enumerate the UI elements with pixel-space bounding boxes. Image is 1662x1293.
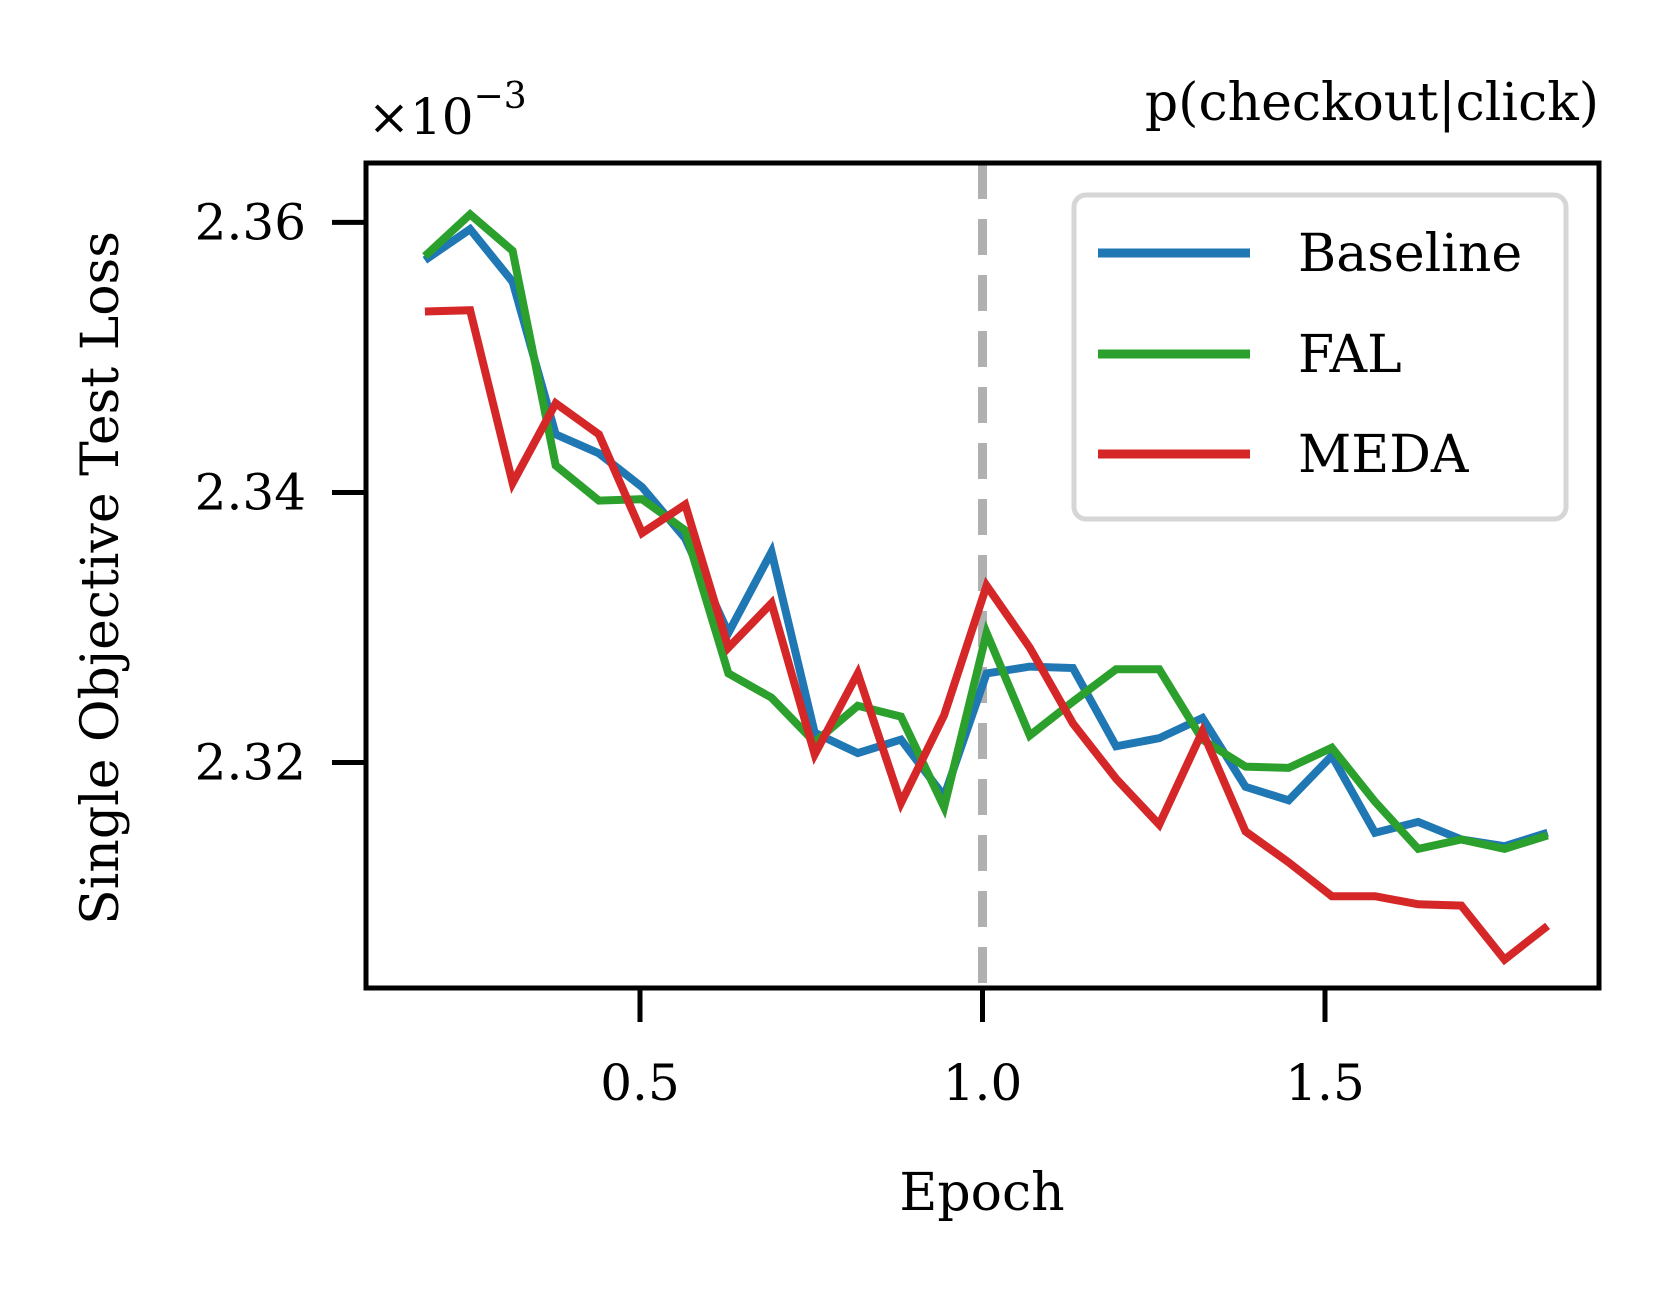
data-point-meda [1029,647,1030,648]
data-point-fal [685,530,686,531]
data-point-fal [470,214,471,215]
data-point-fal [555,465,556,466]
data-point-fal [642,499,643,500]
data-point-baseline [1029,666,1030,667]
data-point-meda [1116,778,1117,779]
data-point-fal [986,632,987,633]
data-point-baseline [642,487,643,488]
data-point-baseline [857,753,858,754]
data-point-baseline [1288,800,1289,801]
data-point-fal [944,807,945,808]
data-point-meda [771,603,772,604]
data-point-fal [857,705,858,706]
series-line-fal [422,208,1549,854]
data-point-fal [598,500,599,501]
data-point-fal [1547,835,1548,836]
data-point-fal [771,697,772,698]
data-point-baseline [598,453,599,454]
data-point-baseline [1245,786,1246,787]
data-point-baseline [986,673,987,674]
data-point-meda [1288,862,1289,863]
data-point-fal [1375,801,1376,802]
data-point-baseline [1331,755,1332,756]
legend-label-meda: MEDA [1298,425,1470,485]
data-point-baseline [555,434,556,435]
data-point-meda [1072,723,1073,724]
data-point-fal [1461,839,1462,840]
data-point-meda [685,504,686,505]
data-point-meda [1461,905,1462,906]
legend-box [1071,192,1569,522]
data-point-meda [470,310,471,311]
x-tick-label: 1.5 [1285,1054,1365,1112]
data-point-meda [1202,731,1203,732]
x-tick-label: 1.0 [943,1054,1023,1112]
data-point-fal [1159,669,1160,670]
data-point-fal [1288,767,1289,768]
data-point-meda [1159,824,1160,825]
data-point-baseline [470,229,471,230]
data-point-fal [1029,735,1030,736]
data-point-fal [1072,701,1073,702]
data-point-baseline [1418,821,1419,822]
data-point-fal [901,716,902,717]
data-point-meda [814,754,815,755]
y-tick-label: 2.34 [195,463,306,521]
data-point-meda [598,434,599,435]
data-point-baseline [512,281,513,282]
data-point-meda [1331,896,1332,897]
data-point-baseline [901,739,902,740]
data-point-fal [1418,848,1419,849]
data-point-meda [728,647,729,648]
data-point-baseline [1072,668,1073,669]
y-tick-label: 2.32 [195,734,306,792]
axis-scale-factor: ×10−3 [368,76,527,146]
y-tick-label: 2.36 [195,193,306,251]
axis-scale-exponent: −3 [474,76,527,117]
data-point-meda [1547,925,1548,926]
data-point-baseline [1116,746,1117,747]
data-point-baseline [1375,832,1376,833]
chart-text: p(checkout|click) ×10−3 Epoch Single Obj… [71,73,1599,1223]
series-line-meda [424,306,1551,966]
legend-label-baseline: Baseline [1298,224,1522,284]
data-point-meda [642,533,643,534]
legend-label-fal: FAL [1298,325,1402,385]
data-point-fal [1245,766,1246,767]
y-axis-label: Single Objective Test Loss [71,231,131,925]
data-point-fal [424,256,425,257]
data-point-fal [728,673,729,674]
data-point-meda [512,483,513,484]
data-point-meda [857,673,858,674]
data-point-fal [1504,848,1505,849]
data-point-meda [1245,831,1246,832]
chart-title: p(checkout|click) [1145,73,1599,133]
data-point-fal [1331,747,1332,748]
data-point-meda [555,403,556,404]
data-point-baseline [771,551,772,552]
axes: 0.5 1.0 1.5 2.32 2.34 2.36 [195,160,1602,1112]
data-point-fal [512,250,513,251]
data-point-baseline [814,732,815,733]
data-point-meda [901,803,902,804]
data-point-baseline [424,260,425,261]
data-point-meda [1375,896,1376,897]
data-point-fal [1116,669,1117,670]
data-point-baseline [1202,718,1203,719]
axis-scale-base: ×10 [368,88,474,146]
data-point-meda [986,585,987,586]
x-tick-label: 0.5 [600,1054,680,1112]
data-point-baseline [1547,832,1548,833]
data-point-baseline [1159,738,1160,739]
data-point-meda [1418,904,1419,905]
data-point-meda [1504,959,1505,960]
data-point-meda [424,311,425,312]
x-axis-label: Epoch [899,1163,1064,1223]
data-point-meda [944,715,945,716]
legend: Baseline FAL MEDA [1071,192,1569,522]
plot-area [422,163,1551,988]
